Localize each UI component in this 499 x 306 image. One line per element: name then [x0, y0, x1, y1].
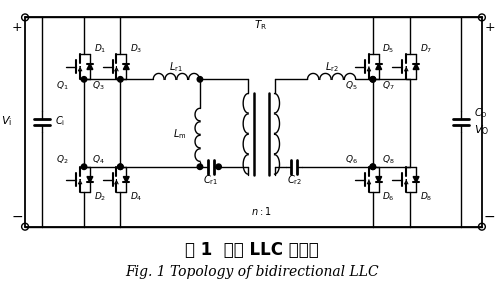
Text: Fig. 1 Topology of bidirectional LLC: Fig. 1 Topology of bidirectional LLC	[125, 265, 379, 279]
Polygon shape	[413, 177, 419, 182]
Circle shape	[81, 164, 87, 170]
Text: +: +	[485, 21, 495, 34]
Polygon shape	[123, 64, 129, 69]
Text: $C_{\rm r2}$: $C_{\rm r2}$	[286, 174, 302, 187]
Text: −: −	[484, 210, 496, 224]
Text: $D_{3}$: $D_{3}$	[130, 43, 142, 55]
Circle shape	[197, 164, 203, 170]
Text: $Q_{7}$: $Q_{7}$	[382, 80, 395, 92]
Text: $V_{\rm i}$: $V_{\rm i}$	[1, 115, 12, 129]
Text: $L_{\rm r1}$: $L_{\rm r1}$	[170, 61, 183, 74]
Polygon shape	[87, 177, 93, 182]
Circle shape	[370, 164, 376, 170]
Text: $D_{6}$: $D_{6}$	[382, 191, 395, 203]
Text: $D_{4}$: $D_{4}$	[130, 191, 142, 203]
Polygon shape	[376, 177, 382, 182]
Text: $Q_{4}$: $Q_{4}$	[92, 154, 105, 166]
Text: $T_{\rm R}$: $T_{\rm R}$	[254, 18, 267, 32]
Text: $D_{1}$: $D_{1}$	[93, 43, 106, 55]
Circle shape	[370, 164, 376, 170]
Text: $C_{\rm i}$: $C_{\rm i}$	[54, 115, 64, 129]
Polygon shape	[376, 64, 382, 69]
Text: $Q_{8}$: $Q_{8}$	[382, 154, 395, 166]
Text: $C_{\rm O}$: $C_{\rm O}$	[474, 106, 488, 120]
Text: $D_{2}$: $D_{2}$	[94, 191, 106, 203]
Text: $Q_{6}$: $Q_{6}$	[345, 154, 358, 166]
Text: $L_{\rm r2}$: $L_{\rm r2}$	[325, 61, 338, 74]
Text: $L_{\rm m}$: $L_{\rm m}$	[173, 127, 186, 141]
Circle shape	[118, 164, 123, 170]
Text: $C_{\rm r1}$: $C_{\rm r1}$	[203, 174, 219, 187]
Circle shape	[118, 164, 123, 170]
Text: $Q_{1}$: $Q_{1}$	[56, 80, 69, 92]
Text: +: +	[12, 21, 22, 34]
Text: −: −	[11, 210, 23, 224]
Text: 图 1  双向 LLC 电路图: 图 1 双向 LLC 电路图	[185, 241, 319, 259]
Text: $Q_{2}$: $Q_{2}$	[56, 154, 69, 166]
Polygon shape	[413, 64, 419, 69]
Circle shape	[370, 76, 376, 82]
Polygon shape	[87, 64, 93, 69]
Text: $Q_{3}$: $Q_{3}$	[92, 80, 105, 92]
Text: $V_{\rm O}$: $V_{\rm O}$	[474, 124, 489, 137]
Circle shape	[216, 164, 222, 170]
Circle shape	[370, 76, 376, 82]
Text: $D_{5}$: $D_{5}$	[382, 43, 395, 55]
Circle shape	[197, 76, 203, 82]
Text: $n:1$: $n:1$	[250, 205, 271, 217]
Circle shape	[81, 76, 87, 82]
Text: $D_{8}$: $D_{8}$	[420, 191, 432, 203]
Text: $Q_{5}$: $Q_{5}$	[345, 80, 357, 92]
Circle shape	[118, 76, 123, 82]
Polygon shape	[123, 177, 129, 182]
Text: $D_{7}$: $D_{7}$	[420, 43, 432, 55]
